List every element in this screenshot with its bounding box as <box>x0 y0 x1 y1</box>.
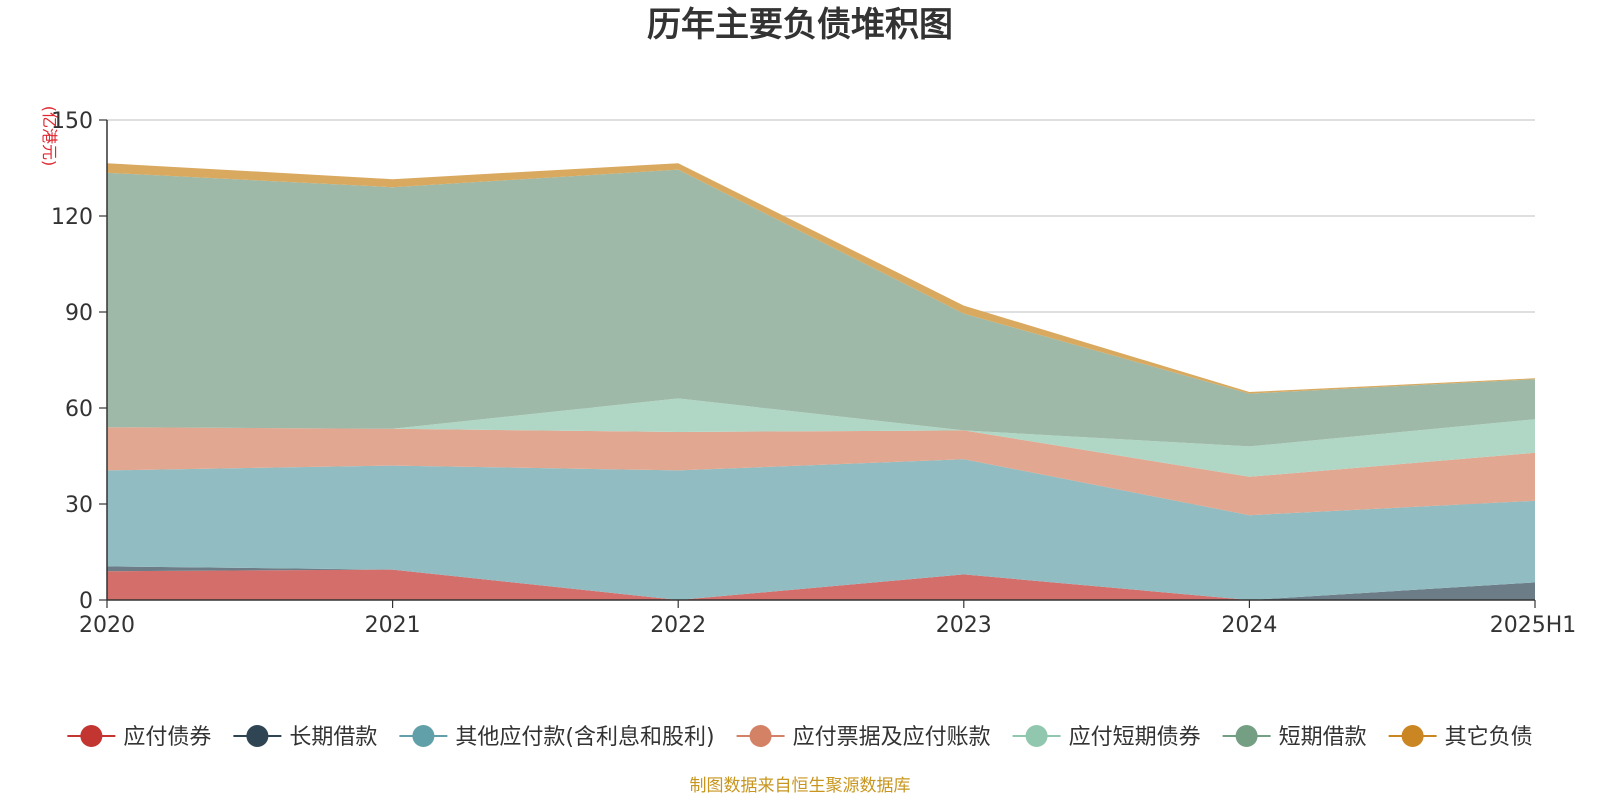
legend-circle-marker <box>412 725 435 747</box>
series-area-1 <box>107 566 1535 600</box>
y-tick-label: 90 <box>65 301 93 326</box>
legend-label: 其它负债 <box>1445 725 1533 750</box>
y-tick-label: 120 <box>51 205 93 230</box>
x-tick-label: 2025H1 <box>1490 613 1577 638</box>
y-tick-label: 0 <box>79 589 93 614</box>
legend-item-6[interactable]: 其它负债 <box>1388 725 1533 750</box>
data-source-note: 制图数据来自恒生聚源数据库 <box>690 776 911 796</box>
legend-label: 应付短期债券 <box>1069 725 1201 750</box>
legend-label: 应付债券 <box>123 725 211 750</box>
series-area-5 <box>107 169 1535 447</box>
legend-item-5[interactable]: 短期借款 <box>1222 725 1367 750</box>
area-layer <box>107 163 1535 600</box>
legend-circle-marker <box>1025 725 1048 747</box>
legend-circle-marker <box>749 725 772 747</box>
series-area-2 <box>107 459 1535 600</box>
legend-circle-marker <box>80 725 103 747</box>
chart-title: 历年主要负债堆积图 <box>647 5 953 45</box>
legend-item-0[interactable]: 应付债券 <box>67 725 211 750</box>
y-tick-label: 30 <box>65 493 93 518</box>
legend-circle-marker <box>246 725 269 747</box>
legend[interactable]: 应付债券 长期借款 其他应付款(含利息和股利) 应付票据及应付账款 应付短期债券 短期借款… <box>67 725 1533 750</box>
legend-item-2[interactable]: 其他应付款(含利息和股利) <box>399 725 715 750</box>
legend-label: 短期借款 <box>1279 725 1367 750</box>
legend-item-4[interactable]: 应付短期债券 <box>1012 725 1201 750</box>
y-axis-unit-label: (亿港元) <box>40 106 59 167</box>
legend-item-3[interactable]: 应付票据及应付账款 <box>736 725 991 750</box>
legend-label: 长期借款 <box>289 725 377 750</box>
legend-item-1[interactable]: 长期借款 <box>233 725 377 750</box>
y-tick-label: 60 <box>65 397 93 422</box>
y-tick-label: 150 <box>51 109 93 134</box>
x-tick-label: 2021 <box>365 613 421 638</box>
legend-label: 其他应付款(含利息和股利) <box>455 725 714 750</box>
legend-label: 应付票据及应付账款 <box>793 725 991 750</box>
series-area-0 <box>107 569 1535 600</box>
axis-layer: 0 30 60 90 120 150 2020 2021 2022 2023 2024 2025H1 <box>51 109 1576 638</box>
series-area-3 <box>107 427 1535 516</box>
x-tick-label: 2020 <box>79 613 135 638</box>
x-tick-label: 2022 <box>650 613 706 638</box>
series-area-4 <box>107 398 1535 477</box>
x-tick-label: 2023 <box>936 613 992 638</box>
x-tick-label: 2024 <box>1221 613 1277 638</box>
legend-circle-marker <box>1235 725 1258 747</box>
legend-circle-marker <box>1401 725 1424 747</box>
